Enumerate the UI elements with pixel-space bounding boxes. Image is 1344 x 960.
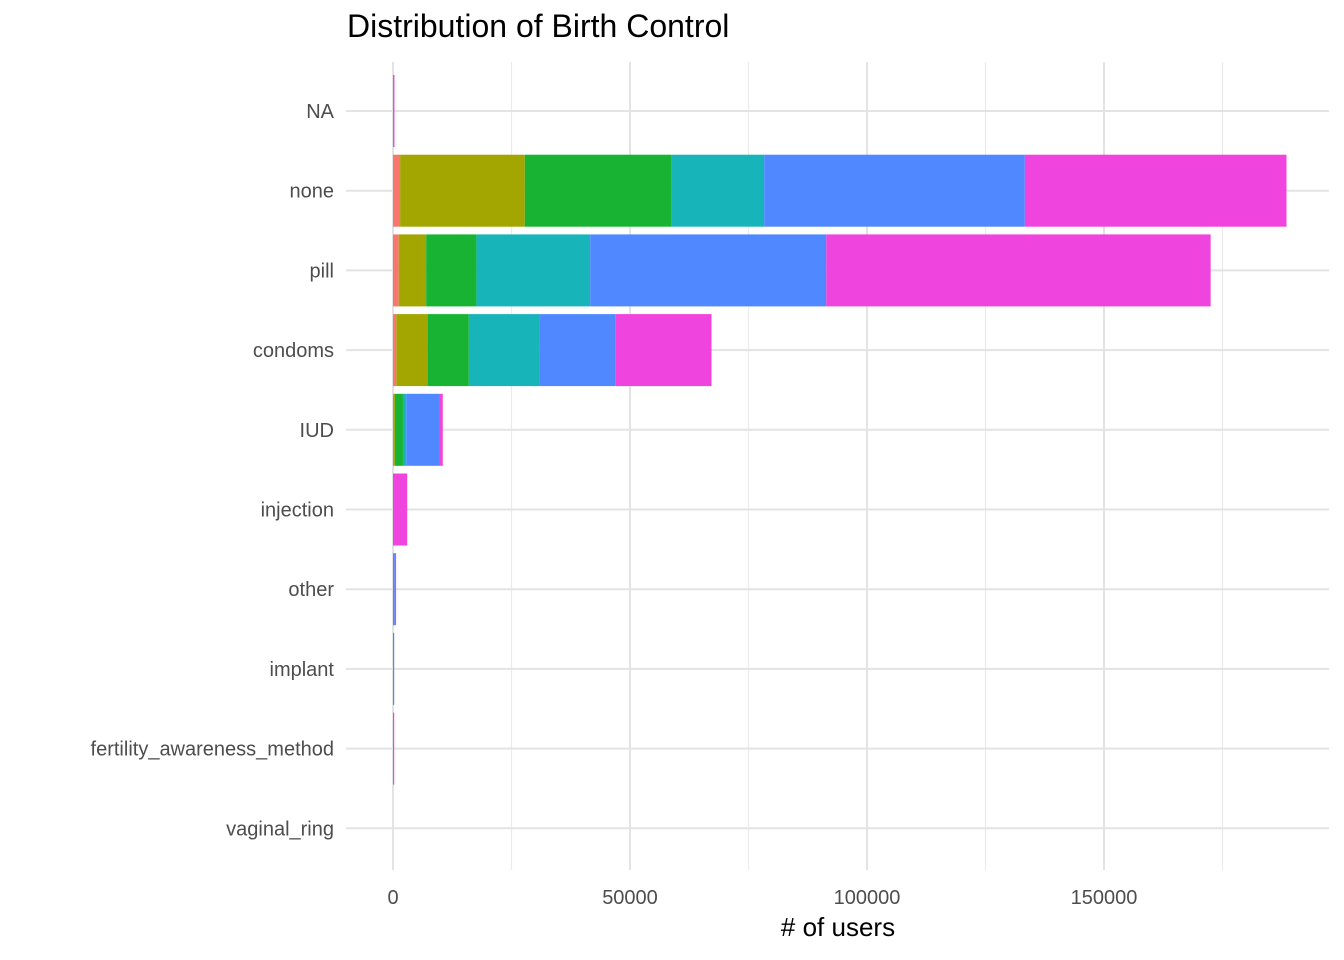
y-tick-label: NA bbox=[306, 101, 334, 123]
bar-segment bbox=[396, 314, 428, 387]
x-tick-label: 150000 bbox=[1071, 887, 1138, 909]
bar-segment bbox=[468, 314, 540, 387]
bar-segment bbox=[539, 314, 616, 387]
bar-segment bbox=[394, 553, 397, 626]
bar-segment bbox=[393, 553, 395, 626]
x-tick-label: 50000 bbox=[602, 887, 658, 909]
bar-segment bbox=[476, 234, 591, 307]
y-tick-label: IUD bbox=[300, 420, 334, 442]
bar-segment bbox=[671, 154, 765, 227]
bar-segment bbox=[394, 393, 403, 466]
y-tick-label: vaginal_ring bbox=[226, 818, 334, 840]
bar-segment bbox=[427, 314, 469, 387]
y-tick-label: fertility_awareness_method bbox=[91, 739, 334, 761]
bar-segment bbox=[393, 473, 395, 546]
bar-segment bbox=[590, 234, 827, 307]
bar-segment bbox=[438, 393, 443, 466]
bar-segment bbox=[764, 154, 1025, 227]
x-axis-title: # of users bbox=[780, 912, 896, 942]
x-axis-labels: 0 50000 100000 150000 bbox=[387, 887, 1137, 909]
y-tick-label: other bbox=[288, 579, 334, 601]
bar-stacks bbox=[393, 75, 1287, 785]
y-tick-label: implant bbox=[270, 659, 335, 681]
y-tick-label: condoms bbox=[253, 340, 334, 362]
bar-segment bbox=[393, 234, 399, 307]
y-tick-label: none bbox=[290, 181, 335, 203]
bar-segment bbox=[615, 314, 712, 387]
bar-segment bbox=[524, 154, 672, 227]
bar-segment bbox=[826, 234, 1211, 307]
bar-segment bbox=[393, 473, 408, 546]
x-tick-label: 0 bbox=[387, 887, 398, 909]
bar-segment bbox=[393, 712, 395, 785]
bar-segment bbox=[393, 632, 395, 705]
bar-segment bbox=[393, 393, 395, 466]
bar-segment bbox=[393, 314, 397, 387]
bar-segment bbox=[393, 154, 401, 227]
x-tick-label: 100000 bbox=[834, 887, 901, 909]
bar-segment bbox=[402, 393, 407, 466]
chart-title: Distribution of Birth Control bbox=[347, 8, 730, 44]
y-tick-label: injection bbox=[261, 500, 334, 522]
y-axis-labels: NA none pill condoms IUD injection other implan… bbox=[91, 101, 335, 840]
bar-segment bbox=[426, 234, 477, 307]
bar-segment bbox=[400, 154, 525, 227]
bar-segment bbox=[393, 75, 395, 147]
bar-segment bbox=[398, 234, 427, 307]
bar-segment bbox=[406, 393, 439, 466]
y-tick-label: pill bbox=[310, 260, 334, 282]
bar-segment bbox=[1024, 154, 1287, 227]
